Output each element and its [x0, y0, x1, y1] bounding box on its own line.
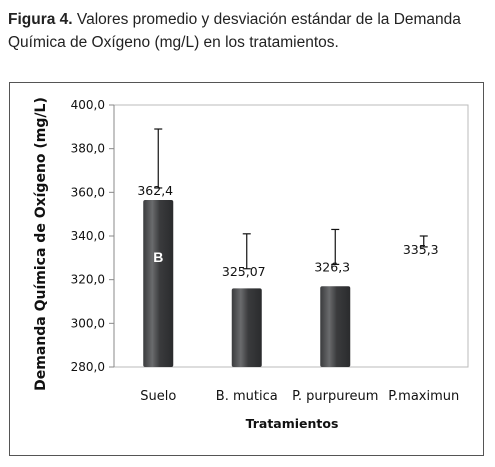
x-axis-labels: Suelo B. mutica P. purpureum P.maximun: [140, 389, 459, 404]
figure-caption-text: Valores promedio y desviación estándar d…: [8, 11, 461, 51]
x-tick-label: Suelo: [140, 389, 176, 404]
data-labels: 362,4 B 325,07 326,3 335,3: [137, 183, 438, 279]
bar: [143, 199, 174, 367]
figure-label: Figura 4.: [8, 11, 73, 28]
data-label: 326,3: [314, 259, 350, 274]
data-label: 335,3: [403, 242, 439, 257]
y-tick-label: 400,0: [71, 98, 105, 112]
bars: [143, 199, 351, 367]
figure-caption: Figura 4. Valores promedio y desviación …: [8, 8, 478, 54]
bar-annotation: B: [153, 249, 163, 265]
error-bars: [154, 128, 428, 270]
y-tick-label: 340,0: [71, 229, 105, 243]
y-tick-label: 280,0: [71, 360, 105, 374]
bar: [231, 288, 262, 367]
y-tick-label: 320,0: [71, 273, 105, 287]
x-tick-label: P.maximun: [388, 389, 459, 404]
x-axis-title: Tratamientos: [246, 416, 339, 431]
data-label: 362,4: [137, 183, 173, 198]
y-axis-title: Demanda Química de Oxígeno (mg/L): [33, 97, 49, 391]
y-tick-label: 300,0: [71, 316, 105, 330]
x-tick-label: P. purpureum: [292, 389, 378, 404]
y-tick-label: 360,0: [71, 185, 105, 199]
y-tick-label: 380,0: [71, 142, 105, 156]
y-axis: 280,0 300,0 320,0 340,0 360,0 380,0 400,0: [71, 98, 115, 374]
data-label: 325,07: [222, 264, 266, 279]
x-tick-label: B. mutica: [216, 389, 278, 404]
bar: [320, 286, 351, 367]
